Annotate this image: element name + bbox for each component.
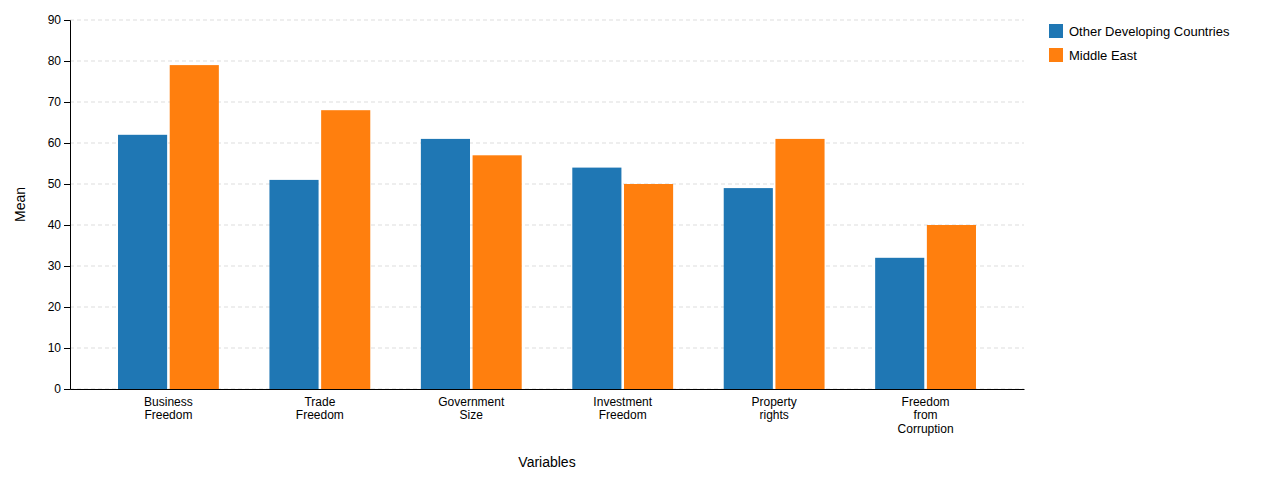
tick-mark — [64, 266, 70, 267]
bar — [775, 139, 824, 389]
x-tick: BusinessFreedom — [144, 395, 193, 423]
y-axis-title: Mean — [12, 187, 28, 222]
tick-label: 40 — [48, 218, 62, 232]
tick-label-line: Freedom — [902, 395, 950, 409]
tick-label-line: rights — [759, 408, 788, 422]
y-tick: 10 — [48, 341, 70, 355]
bar — [118, 135, 167, 389]
axis-domain — [64, 21, 71, 390]
bars — [118, 65, 976, 389]
y-tick: 50 — [48, 177, 70, 191]
tick-label: 0 — [54, 382, 61, 396]
grid-line — [70, 61, 1024, 62]
y-tick: 80 — [48, 54, 70, 68]
tick-label: FreedomfromCorruption — [898, 395, 954, 437]
bar-series — [118, 135, 924, 389]
grid-line — [70, 20, 1024, 21]
tick-label: GovernmentSize — [438, 395, 505, 423]
legend-item: Other Developing Countries — [1049, 24, 1230, 39]
y-tick: 40 — [48, 218, 70, 232]
x-tick: TradeFreedom — [296, 395, 344, 423]
x-axis-title: Variables — [518, 454, 575, 470]
tick-label-line: Property — [751, 395, 796, 409]
tick-label: 50 — [48, 177, 62, 191]
tick-label-line: Size — [460, 408, 484, 422]
tick-mark — [64, 348, 70, 349]
tick-label-line: Investment — [593, 395, 652, 409]
tick-mark — [64, 389, 70, 390]
x-tick: GovernmentSize — [438, 395, 505, 423]
tick-mark — [64, 61, 70, 62]
legend-swatch — [1049, 48, 1063, 62]
x-tick: InvestmentFreedom — [593, 395, 652, 423]
tick-label: BusinessFreedom — [144, 395, 193, 423]
tick-label: 30 — [48, 259, 62, 273]
tick-label-line: Freedom — [144, 408, 192, 422]
y-tick: 30 — [48, 259, 70, 273]
bar — [321, 110, 370, 389]
y-axis: 0 10 20 30 40 50 60 70 80 90 — [48, 13, 71, 396]
tick-label-line: Freedom — [296, 408, 344, 422]
y-tick: 0 — [54, 382, 70, 396]
y-tick: 90 — [48, 13, 70, 27]
tick-label-line: Government — [438, 395, 505, 409]
tick-mark — [64, 102, 70, 103]
legend-swatch — [1049, 24, 1063, 38]
tick-label: 20 — [48, 300, 62, 314]
tick-label: Propertyrights — [751, 395, 796, 423]
bar — [421, 139, 470, 389]
tick-label: TradeFreedom — [296, 395, 344, 423]
legend-label: Middle East — [1069, 48, 1137, 63]
y-tick: 60 — [48, 136, 70, 150]
legend-item: Middle East — [1049, 48, 1137, 63]
tick-mark — [64, 143, 70, 144]
tick-mark — [64, 184, 70, 185]
legend-label: Other Developing Countries — [1069, 24, 1230, 39]
bar — [624, 184, 673, 389]
tick-label: 10 — [48, 341, 62, 355]
tick-label-line: Trade — [304, 395, 335, 409]
tick-label-line: Freedom — [599, 408, 647, 422]
tick-label-line: from — [914, 408, 938, 422]
bar — [170, 65, 219, 389]
grid — [70, 20, 1024, 389]
tick-label: 70 — [48, 95, 62, 109]
tick-label: InvestmentFreedom — [593, 395, 652, 423]
tick-label: 80 — [48, 54, 62, 68]
tick-label: 90 — [48, 13, 62, 27]
bar-series — [170, 65, 976, 389]
tick-mark — [64, 20, 70, 21]
x-axis: BusinessFreedomTradeFreedomGovernmentSiz… — [71, 390, 1025, 437]
y-tick: 20 — [48, 300, 70, 314]
bar — [473, 155, 522, 389]
legend: Other Developing Countries Middle East — [1049, 24, 1230, 63]
tick-mark — [64, 307, 70, 308]
bar — [572, 168, 621, 389]
plot: 0102030405060708090BusinessFreedomTradeF… — [48, 13, 1025, 436]
tick-label-line: Business — [144, 395, 193, 409]
bar — [927, 225, 976, 389]
tick-mark — [64, 225, 70, 226]
tick-label: 60 — [48, 136, 62, 150]
bar — [875, 258, 924, 389]
y-tick: 70 — [48, 95, 70, 109]
tick-label-line: Corruption — [898, 422, 954, 436]
chart: 0102030405060708090BusinessFreedomTradeF… — [0, 0, 1264, 484]
x-tick: Propertyrights — [751, 395, 796, 423]
x-tick: FreedomfromCorruption — [898, 395, 954, 437]
bar — [724, 188, 773, 389]
bar — [269, 180, 318, 389]
axis-domain — [71, 389, 1025, 390]
